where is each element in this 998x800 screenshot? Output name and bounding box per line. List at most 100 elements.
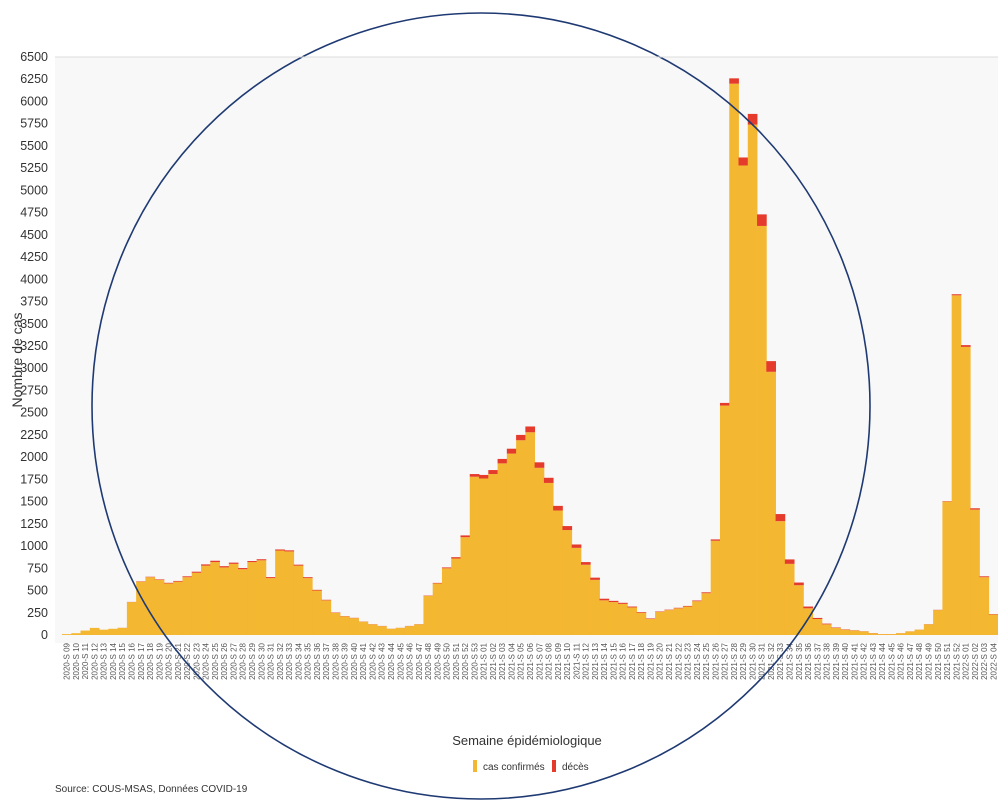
- bar-cas-confirmes: [340, 616, 350, 635]
- legend-swatch-cas-confirmes: [473, 760, 477, 772]
- x-tick-label: 2020-S 35: [304, 642, 313, 679]
- bar-cas-confirmes: [942, 501, 953, 635]
- bar-cas-confirmes: [312, 590, 322, 635]
- bar-deces: [970, 508, 980, 510]
- bar-cas-confirmes: [775, 521, 786, 635]
- legend-label-deces: décès: [562, 762, 589, 773]
- x-tick-label: 2020-S 27: [229, 642, 238, 679]
- x-tick-label: 2020-S 30: [257, 642, 266, 679]
- bar-cas-confirmes: [534, 467, 545, 635]
- bar-cas-confirmes: [988, 614, 998, 635]
- x-tick-label: 2021-S 52: [952, 642, 961, 679]
- bar-cas-confirmes: [293, 565, 304, 635]
- x-tick-label: 2021-S 08: [545, 642, 554, 679]
- bar-deces: [441, 567, 452, 569]
- y-tick-label: 1000: [20, 539, 48, 553]
- x-tick-label: 2020-S 29: [248, 642, 257, 679]
- x-tick-label: 2020-S 26: [220, 642, 229, 679]
- x-axis-title: Semaine épidémiologique: [452, 733, 602, 748]
- bar-cas-confirmes: [896, 633, 906, 635]
- x-tick-label: 2021-S 23: [684, 642, 693, 679]
- bar-cas-confirmes: [627, 607, 637, 635]
- bar-deces: [479, 474, 489, 479]
- x-tick-label: 2020-S 17: [137, 642, 146, 679]
- bar-cas-confirmes: [479, 478, 489, 635]
- x-tick-label: 2021-S 06: [526, 642, 535, 679]
- bar-deces: [645, 618, 656, 619]
- bar-deces: [618, 602, 628, 604]
- bar-cas-confirmes: [599, 600, 610, 635]
- bar-deces: [821, 623, 832, 625]
- bar-cas-confirmes: [497, 463, 508, 635]
- x-tick-label: 2021-S 46: [897, 642, 906, 679]
- x-tick-label: 2020-S 31: [267, 642, 276, 679]
- x-tick-label: 2021-S 02: [489, 642, 498, 679]
- bar-cas-confirmes: [951, 295, 962, 635]
- x-tick-label: 2021-S 24: [693, 642, 702, 679]
- bar-cas-confirmes: [719, 405, 730, 635]
- bar-cas-confirmes: [275, 550, 285, 635]
- x-tick-label: 2021-S 36: [804, 642, 813, 679]
- bar-cas-confirmes: [812, 618, 823, 635]
- x-tick-label: 2021-S 14: [600, 642, 609, 679]
- bar-cas-confirmes: [99, 629, 109, 635]
- y-tick-label: 1250: [20, 517, 48, 531]
- y-tick-label: 2500: [20, 406, 48, 420]
- x-tick-label: 2021-S 35: [795, 642, 804, 679]
- bar-deces: [580, 562, 591, 565]
- bar-cas-confirmes: [117, 627, 128, 635]
- bar-deces: [794, 582, 804, 586]
- bar-deces: [571, 544, 582, 548]
- bar-cas-confirmes: [506, 453, 517, 635]
- x-tick-label: 2020-S 28: [239, 642, 248, 679]
- bar-cas-confirmes: [868, 633, 878, 635]
- bar-deces: [312, 589, 322, 591]
- y-tick-label: 6500: [20, 50, 48, 64]
- x-tick-label: 2021-S 18: [637, 642, 646, 679]
- bar-cas-confirmes: [757, 225, 767, 635]
- y-tick-label: 5500: [20, 139, 48, 153]
- x-tick-label: 2020-S 52: [461, 642, 470, 679]
- annotation-circle: [91, 12, 871, 800]
- x-tick-label: 2022-S 02: [971, 642, 980, 679]
- x-tick-label: 2021-S 11: [572, 642, 581, 679]
- y-tick-label: 4000: [20, 272, 48, 286]
- y-tick-label: 1500: [20, 495, 48, 509]
- bar-cas-confirmes: [933, 610, 943, 635]
- bar-deces: [719, 402, 730, 406]
- bar-deces: [525, 426, 536, 433]
- bar-cas-confirmes: [460, 537, 471, 635]
- bar-deces: [469, 474, 480, 477]
- bar-cas-confirmes: [321, 600, 332, 635]
- y-tick-label: 3250: [20, 339, 48, 353]
- x-tick-label: 2020-S 34: [294, 642, 303, 679]
- bar-cas-confirmes: [914, 629, 925, 635]
- bar-cas-confirmes: [729, 83, 739, 636]
- y-tick-label: 3750: [20, 295, 48, 309]
- x-tick-label: 2021-S 33: [776, 642, 785, 679]
- bar-cas-confirmes: [163, 583, 174, 635]
- bar-cas-confirmes: [330, 612, 341, 635]
- x-tick-label: 2020-S 43: [378, 642, 387, 679]
- x-tick-label: 2021-S 42: [860, 642, 869, 679]
- bar-deces: [599, 598, 610, 601]
- y-axis-ticks: 0 250 500 750 1000 1250 1500 1750 2000 2250 2500 27…: [20, 50, 48, 642]
- legend-swatch-deces: [552, 760, 556, 772]
- x-tick-label: 2020-S 14: [109, 642, 118, 679]
- x-tick-label: 2020-S 18: [146, 642, 155, 679]
- bar-cas-confirmes: [543, 482, 554, 635]
- bar-deces: [803, 606, 814, 609]
- x-tick-label: 2021-S 22: [674, 642, 683, 679]
- bar-deces: [219, 566, 230, 568]
- x-tick-label: 2020-S 16: [128, 642, 137, 679]
- x-tick-label: 2021-S 05: [517, 642, 526, 679]
- bar-deces: [154, 579, 165, 580]
- x-tick-label: 2020-S 15: [118, 642, 127, 679]
- bar-deces: [738, 157, 749, 166]
- bar-deces: [497, 458, 508, 464]
- bar-cas-confirmes: [858, 631, 869, 635]
- x-tick-label: 2021-S 49: [925, 642, 934, 679]
- bar-cas-confirmes: [256, 560, 267, 635]
- x-tick-label: 2021-S 29: [739, 642, 748, 679]
